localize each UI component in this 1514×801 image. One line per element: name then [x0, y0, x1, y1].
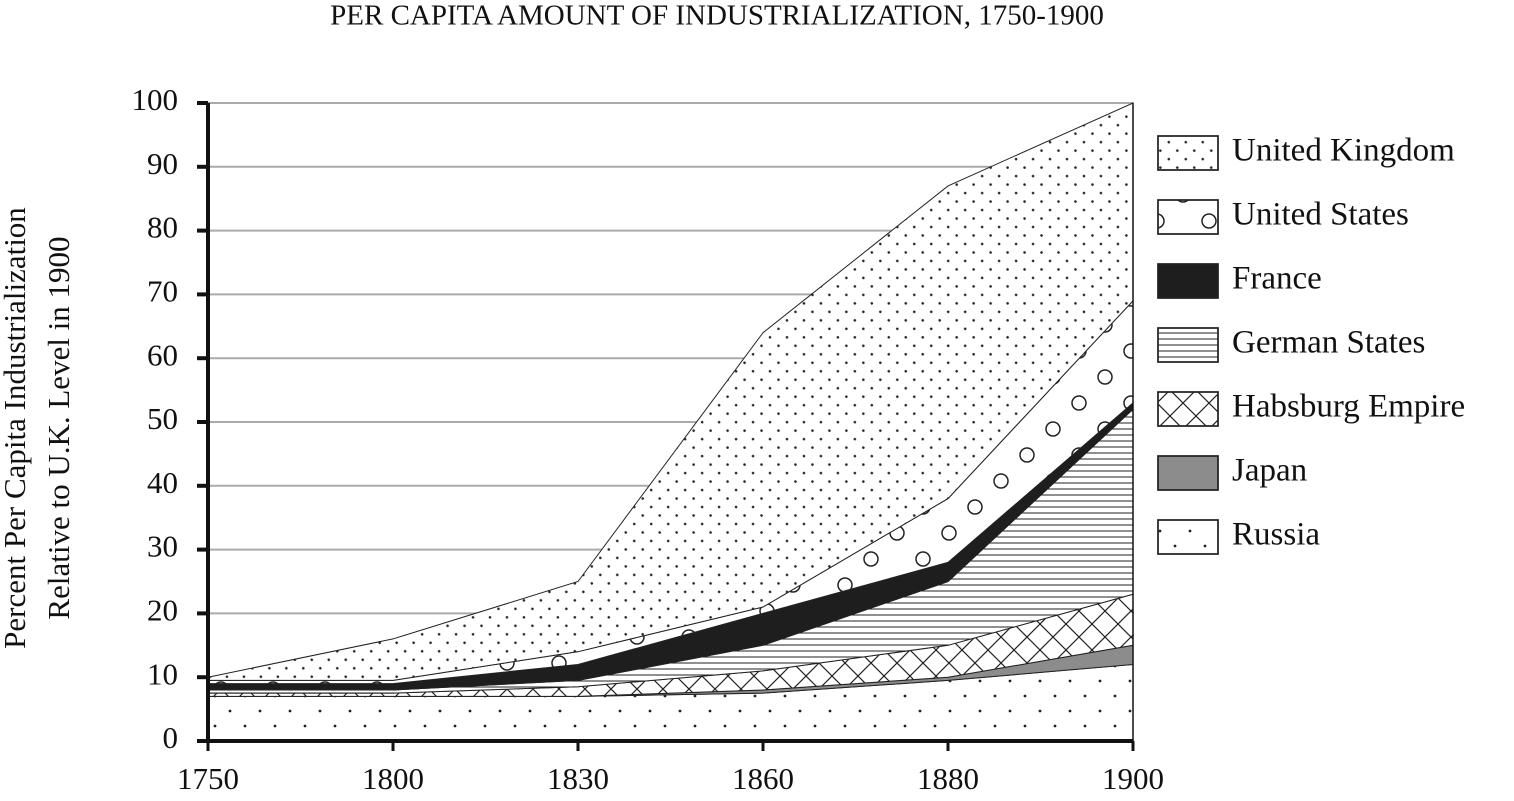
y-tick-label: 70 — [147, 274, 178, 309]
legend-swatch-pattern — [1157, 263, 1219, 299]
y-tick-label: 100 — [132, 82, 179, 117]
legend-label: United States — [1232, 197, 1409, 233]
legend-label: Habsburg Empire — [1232, 389, 1465, 425]
y-tick-label: 60 — [147, 337, 178, 372]
legend-swatch-pattern — [1157, 519, 1219, 555]
x-tick-label: 1880 — [917, 761, 979, 796]
legend-label: German States — [1232, 325, 1425, 361]
legend-label: France — [1232, 261, 1322, 297]
legend-swatch-pattern — [1157, 199, 1219, 235]
x-tick-label: 1800 — [362, 761, 424, 796]
y-tick-label: 90 — [147, 146, 178, 181]
legend-label: United Kingdom — [1232, 133, 1455, 169]
legend-label: Japan — [1232, 453, 1307, 489]
y-tick-label: 20 — [147, 593, 178, 628]
legend-swatch-pattern — [1157, 391, 1219, 427]
legend-label: Russia — [1232, 517, 1320, 553]
legend-swatch-pattern — [1157, 455, 1219, 491]
y-tick-label: 40 — [147, 465, 178, 500]
x-tick-label: 1750 — [177, 761, 239, 796]
x-tick-label: 1860 — [732, 761, 794, 796]
x-tick-label: 1900 — [1102, 761, 1164, 796]
y-tick-label: 30 — [147, 529, 178, 564]
legend-swatch-pattern — [1157, 327, 1219, 363]
y-tick-label: 0 — [163, 720, 179, 755]
y-tick-label: 50 — [147, 401, 178, 436]
y-axis-label: Relative to U.K. Level in 1900 — [41, 236, 76, 619]
legend-swatch-pattern — [1157, 135, 1219, 171]
y-tick-label: 10 — [147, 656, 178, 691]
y-tick-label: 80 — [147, 210, 178, 245]
chart-title: PER CAPITA AMOUNT OF INDUSTRIALIZATION, … — [330, 0, 1104, 32]
y-axis-label: Percent Per Capita Industrialization — [0, 207, 32, 649]
x-tick-label: 1830 — [547, 761, 609, 796]
